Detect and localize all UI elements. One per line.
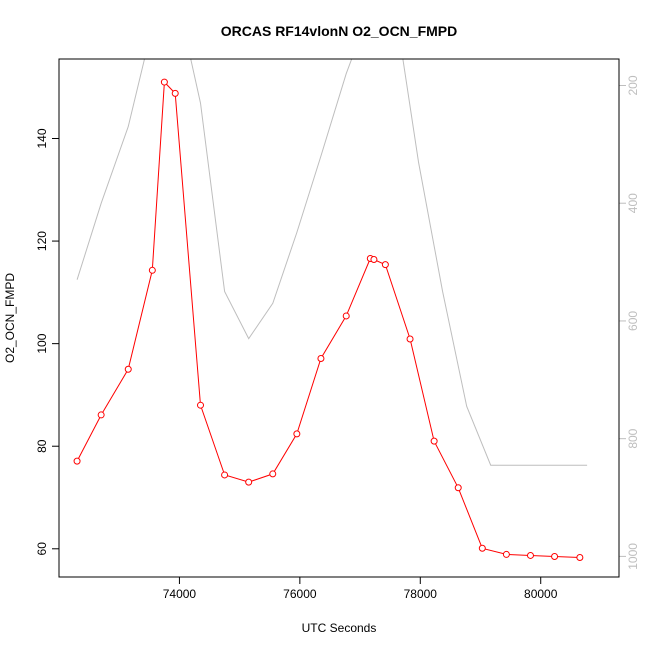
plot-frame (58, 58, 620, 578)
data-point (160, 78, 168, 86)
primary-series-layer (73, 78, 584, 562)
y2-tick-label: 200 (626, 75, 640, 95)
x-tick-label: 76000 (283, 587, 317, 601)
x-tick-label: 80000 (524, 587, 558, 601)
axes-layer: 74000 76000 78000 80000 60 80 100 120 140 200 400 6… (35, 75, 640, 601)
data-point (381, 261, 389, 269)
secondary-series-line (76, 59, 588, 466)
data-point (551, 552, 559, 560)
data-point (342, 312, 350, 320)
data-point (526, 551, 534, 559)
data-point (221, 471, 229, 479)
data-point (97, 411, 105, 419)
data-point (406, 335, 414, 343)
data-point (148, 266, 156, 274)
secondary-series-layer (76, 59, 588, 466)
data-point (370, 256, 378, 264)
data-point (502, 550, 510, 558)
data-point (576, 554, 584, 562)
x-tick-label: 74000 (163, 587, 197, 601)
data-point (478, 544, 486, 552)
y-tick-label: 80 (35, 439, 49, 453)
y2-tick-label: 800 (626, 428, 640, 448)
data-point (73, 457, 81, 465)
y2-tick-label: 1000 (626, 543, 640, 570)
y-tick-label: 100 (35, 333, 49, 353)
data-point (454, 484, 462, 492)
data-point (245, 478, 253, 486)
data-point (197, 401, 205, 409)
x-tick-label: 78000 (404, 587, 438, 601)
data-point (269, 470, 277, 478)
primary-series-line (76, 80, 580, 558)
x-axis-label: UTC Seconds (302, 621, 377, 635)
data-point (430, 437, 438, 445)
y2-tick-label: 400 (626, 193, 640, 213)
data-point (171, 89, 179, 97)
y-tick-label: 60 (35, 542, 49, 556)
data-point (293, 430, 301, 438)
y-tick-label: 140 (35, 128, 49, 148)
y-tick-label: 120 (35, 231, 49, 251)
data-point (124, 365, 132, 373)
chart-title: ORCAS RF14vlonN O2_OCN_FMPD (221, 23, 457, 39)
y2-tick-label: 600 (626, 311, 640, 331)
data-point (317, 355, 325, 363)
y-axis-label: O2_OCN_FMPD (3, 273, 17, 363)
